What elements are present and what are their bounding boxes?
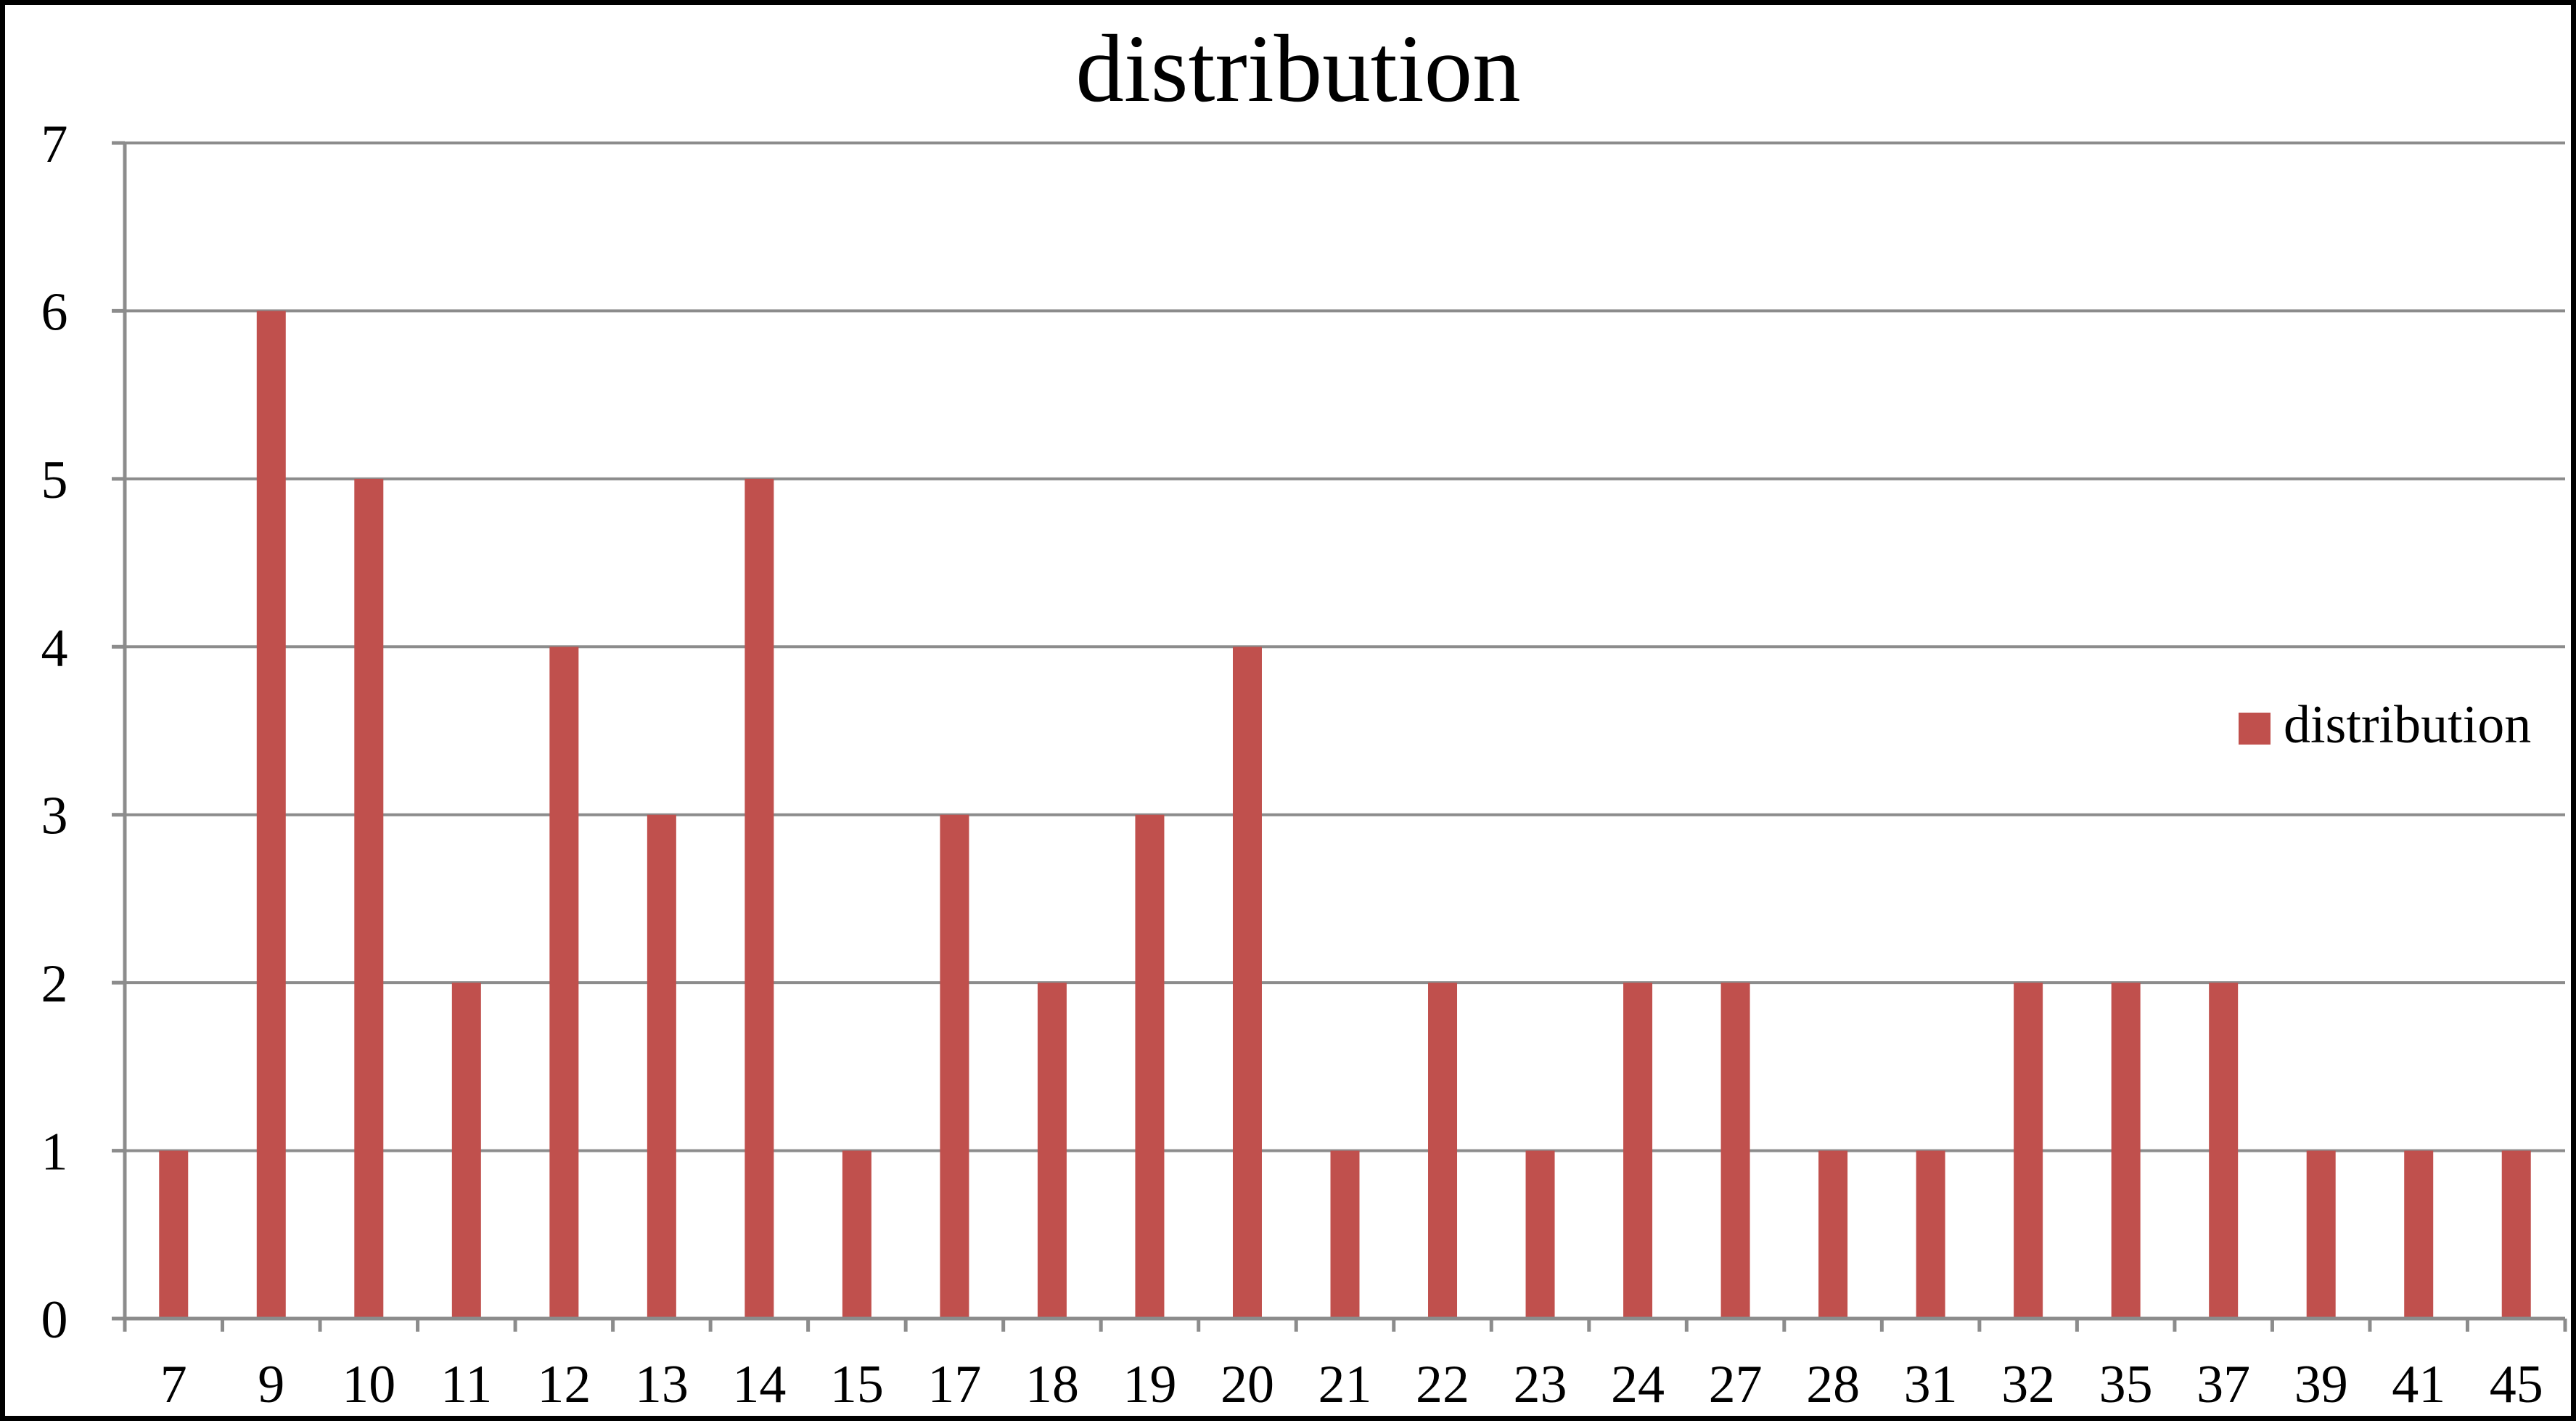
x-tick-label: 23 bbox=[1514, 1355, 1567, 1414]
x-tick-label: 45 bbox=[2490, 1355, 2543, 1414]
x-tick-label: 21 bbox=[1318, 1355, 1372, 1414]
x-tick-label: 12 bbox=[537, 1355, 591, 1414]
x-tick-label: 41 bbox=[2392, 1355, 2445, 1414]
bar-21 bbox=[1330, 1150, 1360, 1319]
bar-22 bbox=[1428, 983, 1458, 1319]
bar-12 bbox=[549, 647, 579, 1319]
x-tick-label: 28 bbox=[1806, 1355, 1860, 1414]
x-tick-label: 17 bbox=[927, 1355, 981, 1414]
y-tick-label: 0 bbox=[41, 1290, 68, 1350]
x-tick-label: 13 bbox=[635, 1355, 689, 1414]
chart-title: distribution bbox=[1075, 15, 1520, 122]
x-tick-label: 15 bbox=[830, 1355, 884, 1414]
bar-28 bbox=[1818, 1150, 1848, 1319]
x-tick-label: 14 bbox=[732, 1355, 786, 1414]
bar-17 bbox=[940, 814, 969, 1319]
axes bbox=[112, 141, 2567, 1332]
bar-39 bbox=[2306, 1150, 2336, 1319]
bar-24 bbox=[1623, 983, 1653, 1319]
bar-32 bbox=[2014, 983, 2043, 1319]
legend-swatch bbox=[2239, 713, 2271, 745]
y-tick-label: 4 bbox=[41, 618, 68, 678]
bar-11 bbox=[451, 983, 481, 1319]
bar-45 bbox=[2501, 1150, 2531, 1319]
bar-37 bbox=[2209, 983, 2239, 1319]
y-tick-label: 3 bbox=[41, 787, 68, 846]
x-tick-label: 10 bbox=[342, 1355, 395, 1414]
bar-31 bbox=[1916, 1150, 1945, 1319]
legend-label-distribution: distribution bbox=[2284, 695, 2531, 755]
bar-19 bbox=[1135, 814, 1165, 1319]
x-tick-label: 20 bbox=[1221, 1355, 1274, 1414]
x-tick-label: 7 bbox=[160, 1355, 187, 1414]
x-tick-label: 35 bbox=[2099, 1355, 2153, 1414]
bar-15 bbox=[842, 1150, 871, 1319]
x-tick-label: 31 bbox=[1904, 1355, 1958, 1414]
y-tick-label: 1 bbox=[41, 1123, 68, 1182]
y-tick-label: 7 bbox=[41, 115, 68, 174]
legend: distribution bbox=[2239, 695, 2531, 755]
bar-10 bbox=[354, 478, 384, 1319]
x-tick-label: 39 bbox=[2294, 1355, 2348, 1414]
bar-20 bbox=[1232, 647, 1262, 1319]
x-tick-label: 19 bbox=[1123, 1355, 1176, 1414]
bar-13 bbox=[647, 814, 676, 1319]
bar-9 bbox=[256, 311, 286, 1319]
x-tick-label: 27 bbox=[1709, 1355, 1763, 1414]
bar-14 bbox=[745, 478, 774, 1319]
grid-lines bbox=[125, 142, 2565, 1152]
x-tick-label: 32 bbox=[2001, 1355, 2055, 1414]
x-tick-label: 18 bbox=[1025, 1355, 1079, 1414]
bar-35 bbox=[2111, 983, 2141, 1319]
y-tick-label: 5 bbox=[41, 451, 68, 510]
bar-27 bbox=[1720, 983, 1750, 1319]
x-tick-label: 22 bbox=[1416, 1355, 1469, 1414]
y-tick-label: 6 bbox=[41, 282, 68, 342]
bar-23 bbox=[1525, 1150, 1555, 1319]
x-tick-labels: 7 9 10 11 12 13 14 15 17 18 19 20 21 22 23 24 27 28 31 32 35… bbox=[160, 1355, 2543, 1414]
y-tick-label: 2 bbox=[41, 954, 68, 1014]
x-tick-label: 11 bbox=[440, 1355, 492, 1414]
bar-41 bbox=[2404, 1150, 2434, 1319]
bar-7 bbox=[159, 1150, 189, 1319]
bar-18 bbox=[1037, 983, 1067, 1319]
x-tick-label: 37 bbox=[2196, 1355, 2250, 1414]
y-tick-labels: 0 1 2 3 4 5 6 7 bbox=[41, 115, 68, 1350]
x-tick-label: 24 bbox=[1611, 1355, 1665, 1414]
bars bbox=[159, 311, 2531, 1319]
x-tick-label: 9 bbox=[258, 1355, 284, 1414]
